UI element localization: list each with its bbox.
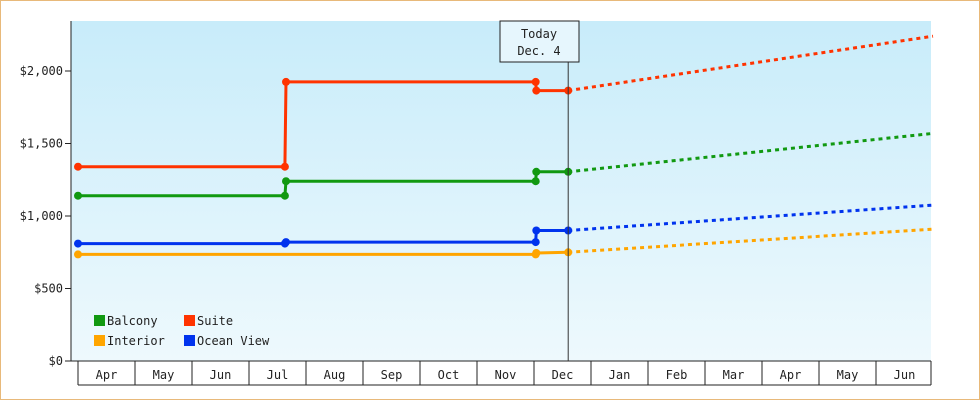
x-tick-label: Jun [210, 368, 232, 382]
series-lines [74, 34, 934, 259]
x-tick-label: Feb [666, 368, 688, 382]
axes: $0 $500 $1,000 $1,500 $2,000 Apr May Jun Jul Aug S… [20, 21, 932, 386]
x-tick-label: Apr [96, 368, 118, 382]
y-tick-label: $1,500 [20, 137, 63, 151]
series-forecast-ocean-view [568, 203, 934, 232]
legend-label-interior: Interior [107, 334, 165, 348]
data-point-interior [74, 250, 82, 259]
legend-swatch-balcony [94, 315, 105, 326]
x-tick-label: Mar [723, 368, 745, 382]
series-forecast-suite [567, 34, 934, 93]
series-line-ocean-view [78, 229, 569, 246]
x-tick-label: May [153, 368, 175, 382]
legend-label-balcony: Balcony [107, 314, 158, 328]
x-tick-label: Apr [780, 368, 802, 382]
x-tick-label: Dec [552, 368, 574, 382]
data-point-suite [531, 77, 540, 86]
legend-swatch-interior [94, 335, 105, 346]
legend-swatch-ocean-view [184, 335, 195, 346]
data-point-balcony [531, 177, 540, 186]
today-marker: Today Dec. 4 [499, 20, 580, 361]
data-point-ocean-view [531, 238, 540, 247]
y-tick-label: $0 [49, 354, 63, 368]
x-tick-label: Oct [438, 368, 460, 382]
x-tick-label: Jul [267, 368, 289, 382]
y-tick-label: $1,000 [20, 209, 63, 223]
x-tick-label: Sep [381, 368, 403, 382]
today-label-title: Today [521, 27, 557, 41]
series-line-balcony [78, 170, 569, 198]
data-point-balcony [74, 191, 82, 200]
series-forecast-balcony [568, 131, 934, 174]
x-tick-label: Aug [324, 368, 346, 382]
data-point-suite [280, 162, 289, 171]
data-point-ocean-view [74, 239, 82, 248]
legend-label-suite: Suite [197, 314, 233, 328]
data-point-balcony [282, 177, 290, 186]
data-point-suite [532, 86, 541, 95]
data-point-interior [532, 249, 541, 257]
data-point-ocean-view [532, 226, 541, 235]
plot-area [71, 21, 931, 361]
y-tick-label: $500 [34, 282, 63, 296]
x-tick-label: May [837, 368, 859, 382]
data-point-balcony [532, 167, 541, 176]
series-forecast-interior [568, 227, 934, 254]
y-tick-label: $2,000 [20, 64, 63, 78]
series-line-suite [78, 80, 569, 169]
today-label-date: Dec. 4 [517, 44, 560, 58]
x-tick-label: Jan [609, 368, 631, 382]
data-point-suite [74, 162, 82, 171]
legend-label-ocean-view: Ocean View [197, 334, 270, 348]
legend-swatch-suite [184, 315, 195, 326]
x-tick-label: Jun [894, 368, 916, 382]
data-point-balcony [280, 191, 289, 200]
x-tick-label: Nov [495, 368, 517, 382]
legend: Balcony Suite Interior Ocean View [94, 314, 270, 348]
data-point-ocean-view [282, 238, 290, 247]
today-label-box [499, 20, 580, 63]
data-point-suite [282, 77, 290, 86]
